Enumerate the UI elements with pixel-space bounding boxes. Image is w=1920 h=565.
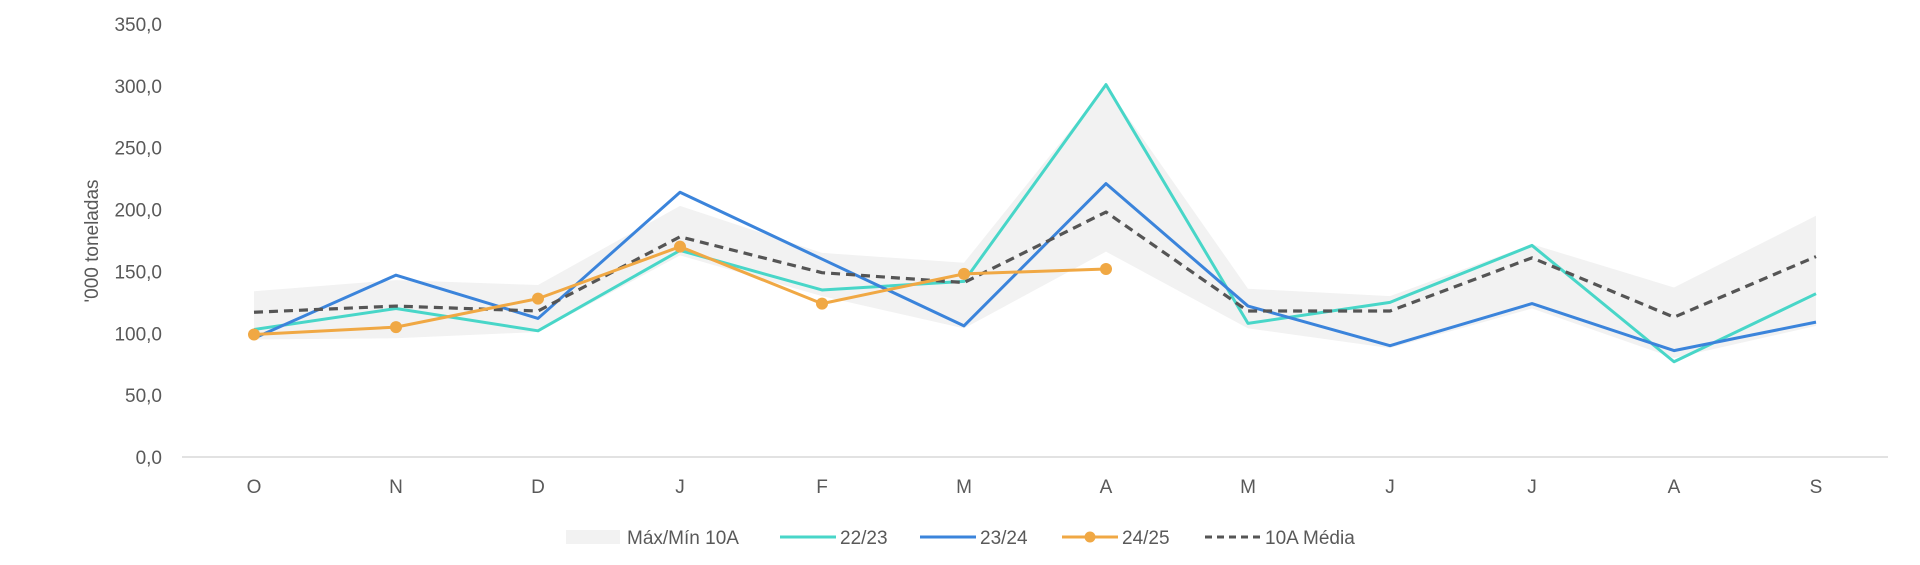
y-tick-label: 50,0 bbox=[125, 386, 162, 407]
y-tick-label: 300,0 bbox=[114, 77, 162, 98]
legend-label: 22/23 bbox=[840, 528, 888, 549]
legend: Máx/Mín 10A 22/23 23/24 24/25 10A Média bbox=[566, 528, 1355, 549]
series-point bbox=[958, 267, 970, 280]
legend-label: 23/24 bbox=[980, 528, 1028, 549]
x-tick-label: F bbox=[816, 477, 828, 498]
x-tick-label: J bbox=[675, 477, 685, 498]
y-tick-label: 0,0 bbox=[136, 448, 162, 469]
max-min-band-layer bbox=[254, 85, 1816, 359]
max-min-band bbox=[254, 85, 1816, 359]
series-layer bbox=[248, 83, 1817, 364]
legend-swatch-marker bbox=[1084, 531, 1096, 543]
series-point bbox=[816, 297, 828, 310]
y-tick-label: 250,0 bbox=[114, 139, 162, 160]
series-point bbox=[1100, 262, 1112, 275]
y-axis-ticks: 0,0 50,0 100,0 150,0 200,0 250,0 300,0 350,0 bbox=[114, 15, 162, 469]
x-tick-label: N bbox=[389, 477, 403, 498]
y-tick-label: 150,0 bbox=[114, 262, 162, 283]
y-tick-label: 350,0 bbox=[114, 15, 162, 36]
x-tick-label: M bbox=[1240, 477, 1256, 498]
x-tick-label: S bbox=[1810, 477, 1823, 498]
x-tick-label: J bbox=[1527, 477, 1537, 498]
y-tick-label: 200,0 bbox=[114, 201, 162, 222]
x-tick-label: A bbox=[1100, 477, 1113, 498]
series-10a-m-dia bbox=[253, 210, 1817, 319]
legend-label: 24/25 bbox=[1122, 528, 1170, 549]
y-tick-label: 100,0 bbox=[114, 324, 162, 345]
x-tick-label: O bbox=[247, 477, 262, 498]
series-point bbox=[674, 240, 686, 253]
series-point bbox=[532, 292, 544, 305]
series-line bbox=[253, 83, 1817, 364]
legend-label: 10A Média bbox=[1265, 528, 1355, 549]
series-point bbox=[248, 328, 260, 341]
x-tick-label: M bbox=[956, 477, 972, 498]
series-22-23 bbox=[253, 83, 1817, 364]
x-tick-label: J bbox=[1385, 477, 1395, 498]
series-point bbox=[390, 321, 402, 334]
y-axis-label: '000 toneladas bbox=[82, 179, 103, 302]
legend-swatch-band bbox=[566, 530, 620, 544]
legend-label: Máx/Mín 10A bbox=[627, 528, 739, 549]
series-24-25 bbox=[248, 240, 1112, 341]
x-tick-label: A bbox=[1668, 477, 1681, 498]
series-line bbox=[253, 210, 1817, 319]
x-tick-label: D bbox=[531, 477, 545, 498]
